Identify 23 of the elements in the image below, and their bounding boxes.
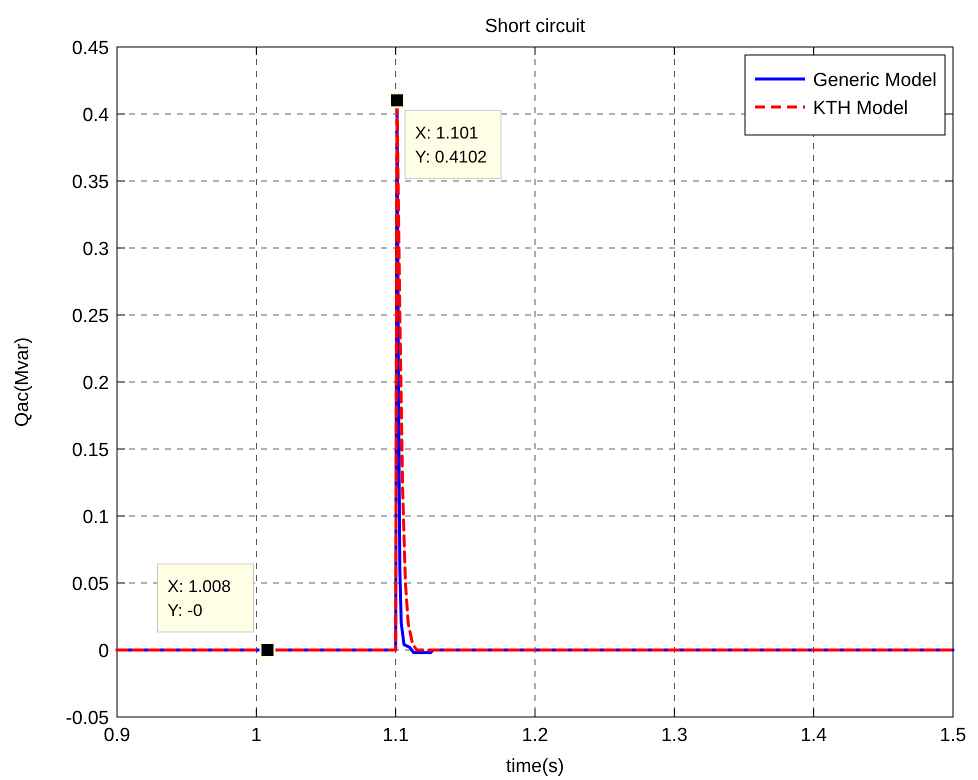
chart-title: Short circuit xyxy=(484,16,586,37)
y-tick-label: 0.3 xyxy=(82,239,109,260)
y-tick-label: 0.2 xyxy=(82,373,109,394)
x-tick-label: 1.5 xyxy=(940,725,966,746)
y-tick-label: 0.25 xyxy=(72,306,109,327)
x-tick-label: 1.3 xyxy=(661,725,688,746)
x-axis-title: time(s) xyxy=(506,756,564,777)
y-tick-label: 0.05 xyxy=(72,574,109,595)
y-tick-label: 0.45 xyxy=(72,38,109,59)
y-tick-label: 0 xyxy=(98,641,109,662)
x-tick-label: 1.2 xyxy=(522,725,548,746)
legend-label: Generic Model xyxy=(813,70,937,91)
annotation: X: 1.008 Y: -0 xyxy=(167,577,231,620)
x-tick-label: 1 xyxy=(251,725,262,746)
y-tick-label: 0.35 xyxy=(72,172,109,193)
legend-label: KTH Model xyxy=(813,98,908,119)
y-axis-title: Qac(Mvar) xyxy=(12,337,33,427)
y-tick-label: 0.15 xyxy=(72,440,109,461)
y-tick-label: 0.1 xyxy=(82,507,109,528)
x-tick-label: 1.1 xyxy=(382,725,409,746)
x-tick-label: 1.4 xyxy=(800,725,828,746)
annotation: X: 1.101 Y: 0.4102 xyxy=(415,123,487,166)
y-tick-label: 0.4 xyxy=(82,105,110,126)
